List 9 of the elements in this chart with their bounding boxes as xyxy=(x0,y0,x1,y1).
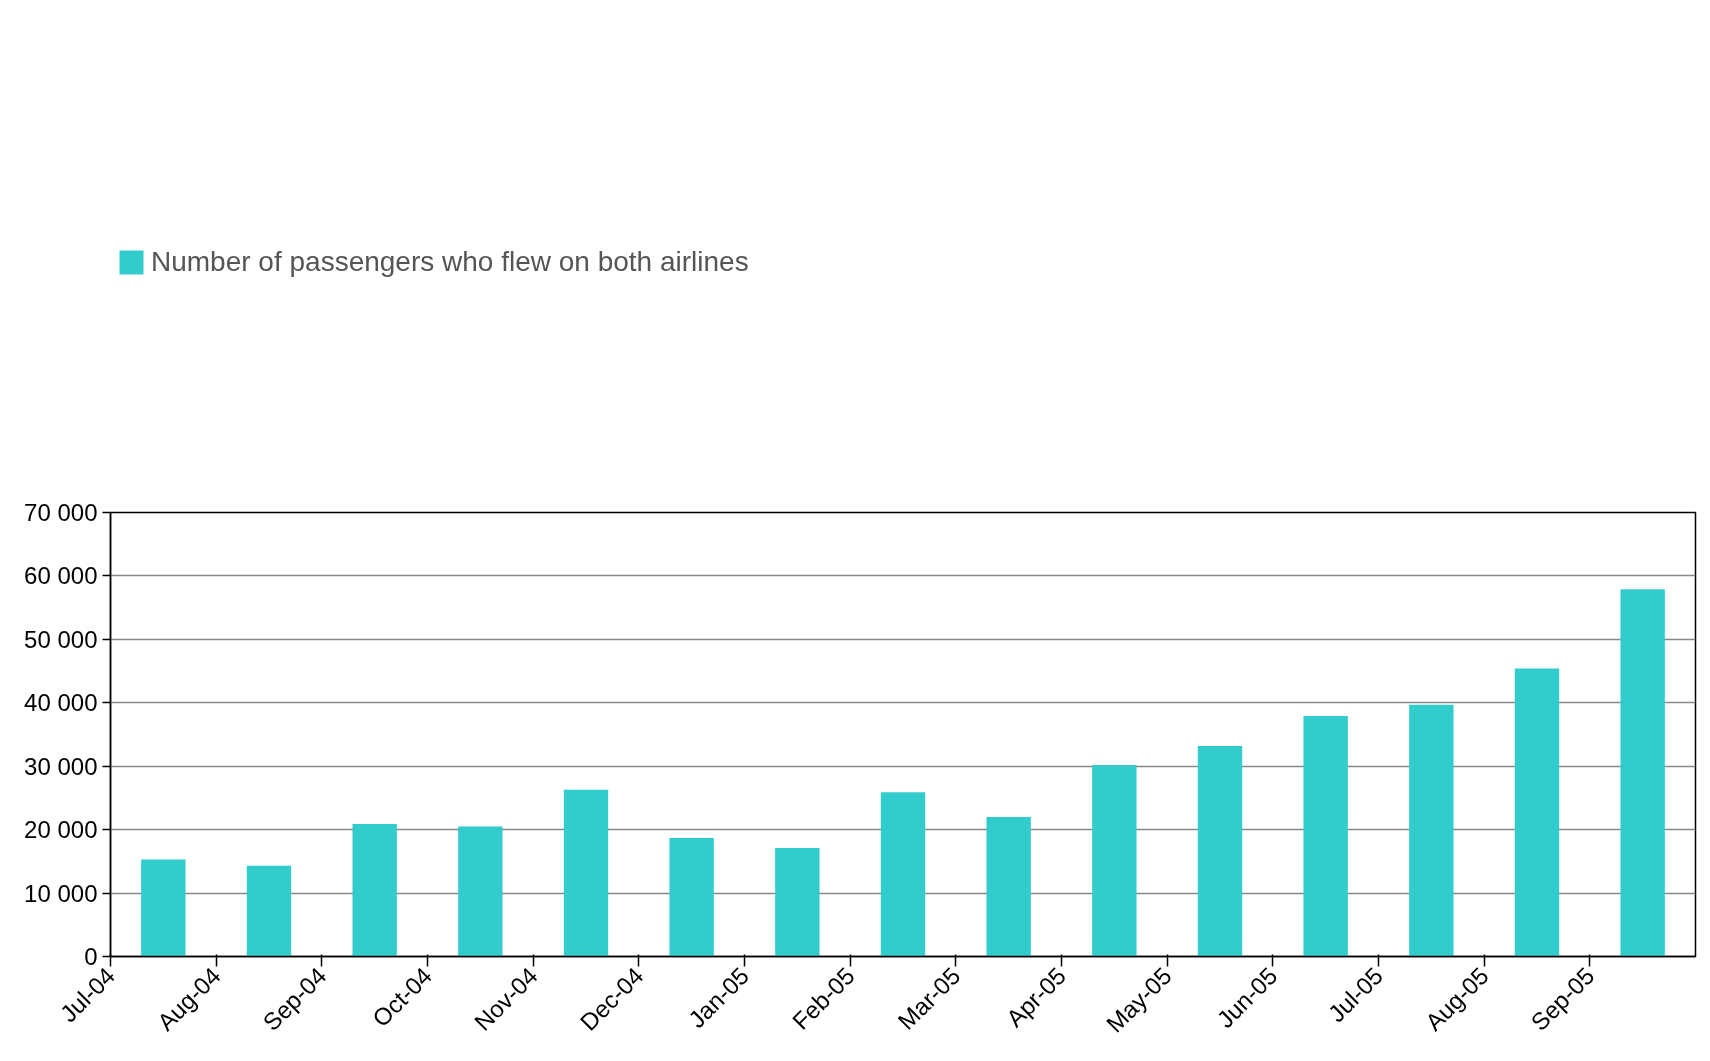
y-tick-label: 30 000 xyxy=(24,752,98,780)
y-tick-label: 60 000 xyxy=(24,562,98,590)
y-tick-label: 20 000 xyxy=(24,816,98,844)
y-tick-label: 70 000 xyxy=(24,499,98,526)
legend-label: Number of passengers who flew on both airlines xyxy=(151,246,749,278)
y-tick-label: 50 000 xyxy=(24,625,98,653)
y-tick-label: 0 xyxy=(84,943,98,970)
y-tick-label: 40 000 xyxy=(24,689,98,717)
y-tick-label: 10 000 xyxy=(24,879,98,907)
